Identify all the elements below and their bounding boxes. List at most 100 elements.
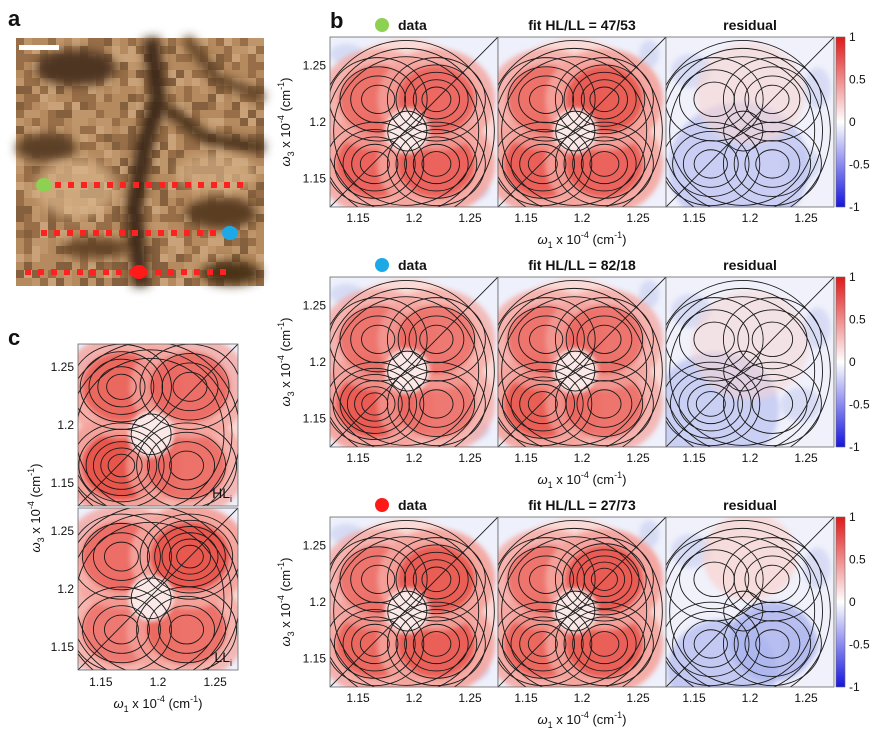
scan-point bbox=[25, 269, 31, 275]
blue-position-marker bbox=[222, 226, 238, 240]
scan-point bbox=[80, 230, 86, 236]
x-tick-label: 1.15 bbox=[682, 691, 706, 705]
scan-point bbox=[116, 269, 122, 275]
colorbar-tick-label: -0.5 bbox=[849, 158, 870, 172]
svg-text:ω1 x 10-4 (cm-1): ω1 x 10-4 (cm-1) bbox=[538, 470, 627, 490]
scan-point bbox=[67, 230, 73, 236]
residual-title: residual bbox=[723, 497, 777, 513]
scan-point bbox=[55, 182, 61, 188]
fit-spectrum bbox=[497, 516, 667, 688]
x-tick-label: 1.2 bbox=[406, 691, 423, 705]
scan-point bbox=[146, 182, 152, 188]
diagonal-line bbox=[498, 277, 666, 447]
scan-point bbox=[107, 182, 113, 188]
colorbar-tick-label: 0.5 bbox=[849, 313, 866, 327]
scan-point bbox=[184, 230, 190, 236]
diagonal-line bbox=[498, 517, 666, 687]
svg-text:ω3 x 10-4 (cm-1): ω3 x 10-4 (cm-1) bbox=[276, 558, 296, 647]
diagonal-line bbox=[666, 517, 834, 687]
x-tick-label: 1.2 bbox=[406, 211, 423, 225]
scan-point bbox=[90, 269, 96, 275]
y-tick-label: 1.15 bbox=[303, 412, 327, 426]
x-tick-label: 1.2 bbox=[742, 691, 759, 705]
scan-point bbox=[220, 269, 226, 275]
scan-point bbox=[41, 230, 47, 236]
panel-letter-c: c bbox=[8, 325, 20, 350]
blue-marker-icon bbox=[375, 258, 389, 272]
svg-text:ω3 x 10-4 (cm-1): ω3 x 10-4 (cm-1) bbox=[276, 318, 296, 407]
ll-label: LLi bbox=[214, 649, 232, 668]
residual-spectrum bbox=[665, 36, 835, 208]
data-title: data bbox=[398, 17, 427, 33]
diagonal-line bbox=[330, 37, 498, 207]
x-tick-label: 1.25 bbox=[626, 211, 650, 225]
red-marker-icon bbox=[375, 498, 389, 512]
fit-title: fit HL/LL = 47/53 bbox=[528, 17, 636, 33]
green-position-marker bbox=[36, 178, 52, 192]
scan-point bbox=[94, 182, 100, 188]
contour-lines bbox=[498, 39, 663, 207]
x-tick-label: 1.25 bbox=[794, 691, 818, 705]
scan-point bbox=[211, 182, 217, 188]
spectra-row-3: data fit HL/LL = 27/73 residual 1.25 1.2 1.15… bbox=[276, 497, 870, 730]
scan-point bbox=[54, 230, 60, 236]
diagonal-line bbox=[78, 508, 238, 670]
y-axis-label: ω3 x 10-4 (cm-1) bbox=[276, 558, 296, 647]
residual-spectrum bbox=[665, 276, 835, 448]
scan-point bbox=[197, 230, 203, 236]
scan-point bbox=[237, 182, 243, 188]
y-tick-label: 1.2 bbox=[309, 115, 326, 129]
contour-lines bbox=[78, 344, 238, 506]
scan-point bbox=[172, 182, 178, 188]
panel-letter-a: a bbox=[8, 6, 21, 31]
y-tick-label: 1.2 bbox=[57, 418, 74, 432]
x-tick-label: 1.25 bbox=[794, 451, 818, 465]
hl-spectrum bbox=[77, 343, 239, 507]
scan-point bbox=[51, 269, 57, 275]
plot-frame bbox=[665, 516, 835, 688]
colorbar-tick-label: 0 bbox=[849, 115, 856, 129]
x-tick-label: 1.2 bbox=[742, 451, 759, 465]
spectra-row-1: data fit HL/LL = 47/53 residual 1.25 1.2 1.15… bbox=[276, 17, 870, 250]
data-spectrum bbox=[329, 516, 499, 688]
scan-point bbox=[77, 269, 83, 275]
scan-line-2 bbox=[41, 230, 216, 236]
scan-point bbox=[103, 269, 109, 275]
contour-lines bbox=[498, 519, 663, 687]
green-marker-icon bbox=[375, 18, 389, 32]
x-axis-label: ω1 x 10-4 (cm-1) bbox=[538, 470, 627, 490]
red-position-marker bbox=[131, 265, 147, 279]
scan-point bbox=[210, 230, 216, 236]
scan-point bbox=[133, 182, 139, 188]
y-axis-label: ω3 x 10-4 (cm-1) bbox=[276, 78, 296, 167]
contour-lines bbox=[666, 39, 831, 207]
x-tick-label: 1.2 bbox=[406, 451, 423, 465]
x-tick-label: 1.15 bbox=[346, 211, 370, 225]
scan-point bbox=[81, 182, 87, 188]
contour-lines bbox=[666, 279, 831, 447]
x-tick-label: 1.25 bbox=[458, 451, 482, 465]
svg-text:ω3 x 10-4 (cm-1): ω3 x 10-4 (cm-1) bbox=[276, 78, 296, 167]
y-tick-label: 1.15 bbox=[51, 640, 75, 654]
y-tick-label: 1.25 bbox=[303, 58, 327, 72]
colorbar-tick-label: 0.5 bbox=[849, 73, 866, 87]
diagonal-line bbox=[666, 277, 834, 447]
svg-text:ω1 x 10-4 (cm-1): ω1 x 10-4 (cm-1) bbox=[114, 694, 203, 714]
colorbar bbox=[835, 36, 846, 208]
scan-point bbox=[155, 269, 161, 275]
scan-point bbox=[198, 182, 204, 188]
intensity-fill bbox=[668, 42, 810, 207]
x-tick-label: 1.25 bbox=[626, 691, 650, 705]
diagonal-line bbox=[330, 517, 498, 687]
scan-point bbox=[120, 182, 126, 188]
colorbar-tick-label: -1 bbox=[849, 200, 860, 214]
colorbar-tick-label: -0.5 bbox=[849, 638, 870, 652]
contour-lines bbox=[330, 39, 495, 207]
data-spectrum bbox=[329, 36, 499, 208]
x-tick-label: 1.2 bbox=[742, 211, 759, 225]
data-spectrum bbox=[329, 276, 499, 448]
contour-lines bbox=[666, 519, 831, 687]
scan-point bbox=[145, 230, 151, 236]
x-tick-label: 1.15 bbox=[514, 691, 538, 705]
